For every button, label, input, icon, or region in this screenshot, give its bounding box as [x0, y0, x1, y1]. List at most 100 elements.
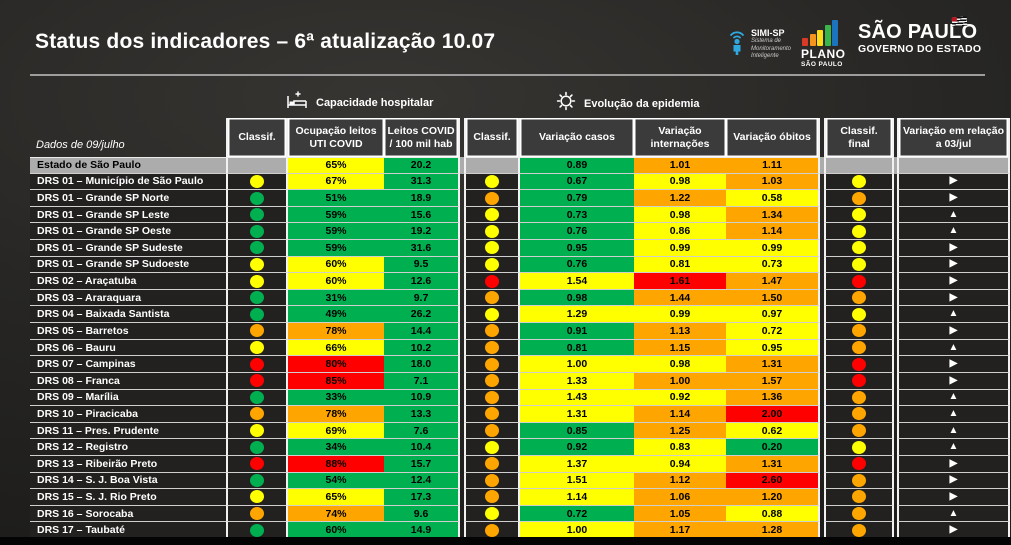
- status-circle-green: [250, 208, 264, 222]
- value-cell-obitos: 1.57: [726, 372, 820, 390]
- table-row: DRS 14 – S. J. Boa Vista 54% 12.4 1.51 1.12 2…: [30, 472, 1010, 490]
- value-cell-casos: 1.51: [520, 472, 634, 490]
- simi-logo-subtitle: Sistema de Monitoramento Inteligente: [751, 38, 792, 59]
- value-cell-casos: 1.54: [520, 273, 634, 290]
- status-circle-yellow: [250, 274, 264, 288]
- trend-cell: ▲: [897, 406, 1010, 423]
- trend-cell: ▲: [897, 306, 1010, 324]
- region-cell: DRS 02 – Araçatuba: [30, 273, 226, 290]
- trend-up-icon: ▲: [948, 407, 959, 419]
- region-cell: DRS 10 – Piracicaba: [30, 406, 226, 423]
- trend-cell: ▲: [897, 223, 1010, 241]
- status-circle-orange: [852, 291, 866, 305]
- classif-epidemia-cell: [464, 157, 520, 174]
- status-circle-red: [485, 274, 499, 288]
- trend-cell: ▶: [897, 273, 1010, 290]
- value-cell-leitos: 19.2: [384, 223, 460, 241]
- classif-final-cell: [824, 439, 894, 456]
- value-cell-leitos: 15.7: [384, 455, 460, 473]
- value-cell-ocupacao: 65%: [288, 489, 384, 506]
- classif-final-cell: [824, 406, 894, 423]
- status-circle-orange: [852, 473, 866, 487]
- value-cell-ocupacao: 49%: [288, 306, 384, 324]
- value-cell-leitos: 9.5: [384, 256, 460, 274]
- value-cell-ocupacao: 67%: [288, 173, 384, 191]
- col-header-leitos-covid: Leitos COVID / 100 mil hab: [384, 118, 460, 157]
- trend-right-icon: ▶: [949, 358, 958, 370]
- classif-epidemia-cell: [464, 190, 520, 207]
- value-cell-ocupacao: 33%: [288, 389, 384, 407]
- classif-final-cell: [824, 339, 894, 357]
- trend-cell: ▶: [897, 356, 1010, 373]
- value-cell-internacoes: 0.98: [634, 173, 726, 191]
- value-cell-casos: 0.72: [520, 505, 634, 523]
- status-circle-green: [250, 191, 264, 205]
- status-circle-yellow: [250, 257, 264, 271]
- value-cell-ocupacao: 88%: [288, 455, 384, 473]
- value-cell-obitos: 1.20: [726, 489, 820, 506]
- hospital-bed-icon: [286, 91, 308, 115]
- value-cell-obitos: 0.95: [726, 339, 820, 357]
- trend-cell: ▶: [897, 372, 1010, 390]
- trend-cell: ▲: [897, 206, 1010, 224]
- trend-right-icon: ▶: [949, 275, 958, 287]
- status-circle-yellow: [250, 424, 264, 438]
- value-cell-casos: 0.92: [520, 439, 634, 456]
- trend-cell: ▶: [897, 472, 1010, 490]
- footer-bar: [0, 537, 1011, 545]
- status-circle-yellow: [485, 307, 499, 321]
- trend-up-icon: ▲: [948, 341, 959, 353]
- value-cell-leitos: 26.2: [384, 306, 460, 324]
- status-circle-red: [852, 357, 866, 371]
- value-cell-leitos: 13.3: [384, 406, 460, 423]
- section-evolucao-epidemia: Evolução da epidemia: [556, 91, 700, 116]
- status-circle-orange: [852, 523, 866, 537]
- col-header-variacao-obitos: Variação óbitos: [726, 118, 820, 157]
- trend-cell: ▲: [897, 389, 1010, 407]
- value-cell-obitos: 1.14: [726, 223, 820, 241]
- region-cell: DRS 01 – Grande SP Norte: [30, 190, 226, 207]
- status-circle-green: [250, 307, 264, 321]
- trend-up-icon: ▲: [948, 507, 959, 519]
- value-cell-leitos: 12.6: [384, 273, 460, 290]
- status-circle-green: [250, 473, 264, 487]
- table-row: DRS 08 – Franca 85% 7.1 1.33 1.00 1.57 ▶: [30, 372, 1010, 390]
- simi-logo: SIMI-SP Sistema de Monitoramento Intelig…: [727, 28, 797, 61]
- value-cell-casos: 0.76: [520, 256, 634, 274]
- value-cell-ocupacao: 78%: [288, 323, 384, 340]
- status-circle-green: [250, 291, 264, 305]
- value-cell-obitos: 1.50: [726, 289, 820, 307]
- trend-right-icon: ▶: [949, 241, 958, 253]
- classif-final-cell: [824, 489, 894, 506]
- classif-final-cell: [824, 472, 894, 490]
- sp-flag-icon: [952, 16, 968, 27]
- value-cell-leitos: 14.4: [384, 323, 460, 340]
- value-cell-obitos: 1.47: [726, 273, 820, 290]
- status-circle-orange: [485, 341, 499, 354]
- page-title: Status dos indicadores – 6ª atualização …: [35, 30, 496, 53]
- trend-cell: ▶: [897, 455, 1010, 473]
- value-cell-casos: 0.81: [520, 339, 634, 357]
- classif-final-cell: [824, 157, 894, 174]
- classif-final-cell: [824, 455, 894, 473]
- plano-sp-logo: PLANO SÃO PAULO: [801, 20, 846, 68]
- trend-cell: ▶: [897, 289, 1010, 307]
- value-cell-casos: 0.98: [520, 289, 634, 307]
- classif-hospitalar-cell: [226, 455, 288, 473]
- value-cell-obitos: 1.31: [726, 455, 820, 473]
- classif-epidemia-cell: [464, 206, 520, 224]
- status-circle-orange: [852, 507, 866, 521]
- value-cell-casos: 0.76: [520, 223, 634, 241]
- simi-logo-name: SIMI-SP: [751, 28, 785, 38]
- status-circle-orange: [485, 523, 499, 537]
- status-circle-orange: [852, 341, 866, 354]
- value-cell-internacoes: 1.22: [634, 190, 726, 207]
- classif-epidemia-cell: [464, 256, 520, 274]
- col-header-variacao-internacoes: Variação internações: [634, 118, 726, 157]
- region-cell: DRS 01 – Grande SP Leste: [30, 206, 226, 224]
- bar-chart-bar: [832, 20, 838, 46]
- table-row: Estado de São Paulo 65% 20.2 0.89 1.01 1.11: [30, 157, 1010, 174]
- status-circle-red: [852, 457, 866, 471]
- classif-epidemia-cell: [464, 273, 520, 290]
- classif-final-cell: [824, 223, 894, 241]
